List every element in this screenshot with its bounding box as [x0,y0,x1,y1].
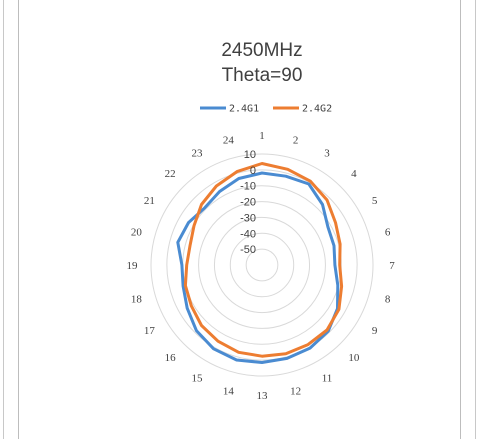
angle-tick-label: 22 [165,168,176,180]
radial-tick-label: 10 [244,149,256,161]
radial-tick-label: 0 [250,165,256,177]
legend: 2.4G1 2.4G2 [200,104,332,115]
chart-title: 2450MHz [221,40,302,61]
angle-tick-label: 4 [351,168,357,180]
radial-tick-label: -30 [240,212,256,224]
angle-tick-label: 12 [290,386,301,398]
angle-tick-label: 1 [259,130,265,142]
grid-ring [213,216,311,314]
grid-ring [245,248,279,282]
legend-label-series-2: 2.4G2 [302,104,332,115]
grid-ring [166,169,358,361]
chart-subtitle: Theta=90 [222,65,303,86]
chart-area [18,0,461,439]
angle-tick-label: 23 [192,147,204,159]
angle-tick-label: 5 [372,195,378,207]
angle-tick-label: 18 [131,294,143,306]
radar-series [176,162,344,364]
angle-tick-label: 6 [385,226,391,238]
radial-tick-label: -50 [240,244,256,256]
angle-tick-label: 8 [385,294,391,306]
legend-label-series-1: 2.4G1 [229,104,259,115]
angle-tick-label: 9 [372,325,378,337]
grid-ring [229,232,295,298]
radar-grid [150,153,374,377]
series-line-1 [176,171,340,364]
left-border-line [3,0,4,439]
angle-tick-label: 16 [165,352,177,364]
angle-tick-label: 10 [348,352,360,364]
grid-ring [198,201,326,329]
angle-tick-label: 7 [389,260,395,272]
angle-tick-label: 3 [324,147,330,159]
radial-tick-label: -40 [240,228,256,240]
angle-tick-label: 20 [131,226,143,238]
angle-tick-label: 17 [144,325,156,337]
radial-tick-labels: 10 0 -10 -20 -30 -40 -50 [240,149,256,256]
angle-tick-label: 15 [192,373,204,385]
angle-tick-label: 14 [223,386,235,398]
grid-ring [150,153,374,377]
series-line-2 [183,162,344,358]
radial-tick-label: -20 [240,197,256,209]
radial-tick-label: -10 [240,181,256,193]
angle-tick-label: 19 [127,260,139,272]
right-border-line [475,0,476,439]
angle-tick-label: 13 [257,390,269,402]
angle-tick-label: 24 [223,134,235,146]
angle-tick-label: 2 [293,134,299,146]
angle-tick-label: 11 [322,373,333,385]
angle-tick-label: 21 [144,195,155,207]
grid-ring [182,185,342,345]
